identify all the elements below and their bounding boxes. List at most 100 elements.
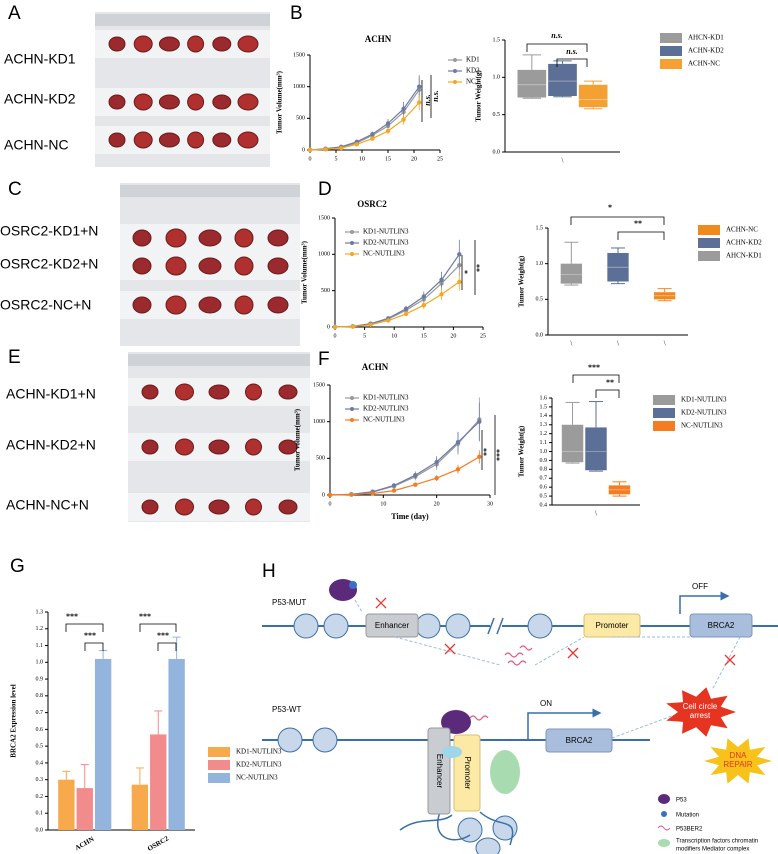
repair-star — [704, 738, 772, 784]
legend-label: ACHN-NC — [688, 60, 720, 68]
significance: * — [463, 270, 472, 274]
tumor — [133, 35, 153, 53]
y-tick-label: 500 — [296, 116, 305, 122]
tumor — [237, 131, 259, 149]
tumor — [175, 383, 194, 401]
box — [585, 427, 607, 471]
x-tick-label: 30 — [487, 501, 493, 507]
arrest-label: arrest — [690, 711, 711, 720]
legend-label: ACHN-NC — [726, 226, 758, 234]
y-axis-label: Tumor volume(mm³) — [294, 408, 302, 471]
arrest-star — [666, 687, 736, 737]
y-tick-label: 0.0 — [36, 827, 44, 833]
significance-bracket — [595, 389, 620, 398]
legend-label: ACHN-KD2 — [726, 239, 762, 247]
legend-swatch — [208, 747, 230, 757]
photos — [95, 12, 310, 522]
promoter-label: Promoter — [596, 621, 629, 630]
bar — [94, 658, 112, 830]
series-line — [329, 421, 480, 496]
data-point — [368, 322, 373, 328]
box — [517, 69, 547, 98]
tumor — [133, 131, 153, 149]
sample-label: OSRC2-KD2+N — [0, 256, 98, 272]
chart: D OSRC2 0 500 1000 1500 Tumor Volume(mm³) 0 5 10 1… — [301, 179, 486, 339]
chart: G 0.0 0.1 0.2 0.3 0.4 0.5 0.6 0.7 0.8 0.9 1.0 1.1 1.2… — [10, 556, 282, 853]
series-line — [309, 86, 420, 151]
legend-swatch — [698, 238, 720, 248]
tumor — [245, 438, 262, 456]
tumor — [158, 36, 180, 52]
legend-label: AHCN-KD1 — [688, 34, 724, 42]
tumor — [208, 499, 230, 515]
legend-icon — [658, 794, 670, 804]
data-point — [455, 440, 461, 445]
dna-break — [487, 617, 504, 635]
significance-bracket — [157, 642, 177, 651]
data-point — [401, 117, 406, 122]
series-line — [334, 281, 460, 328]
tumor — [234, 295, 254, 315]
x-tick-label: 10 — [391, 333, 397, 339]
legend-icon — [657, 825, 671, 831]
legend-swatch — [653, 395, 675, 405]
y-tick-label: 1.2 — [540, 431, 548, 437]
series-line — [309, 102, 420, 151]
tumor — [267, 229, 289, 247]
legend-label: NC-NUTLIN3 — [236, 774, 278, 782]
legend-swatch — [660, 46, 682, 56]
ruler — [120, 185, 300, 197]
legend-label: ACHN-KD2 — [688, 47, 724, 55]
data-point — [386, 318, 391, 323]
chart: 0.0 0.5 1.0 1.5 Tumor Weight(g) \ AHCN-KD1 ACHN… — [475, 31, 725, 165]
x-tick-label: OSRC2 — [146, 834, 170, 853]
box — [578, 84, 608, 108]
legend-label: NC-NUTLIN3 — [681, 422, 723, 430]
brca2-box — [689, 613, 753, 638]
chart: 0.0 0.5 1.0 1.5 Tumor Weight(g) \ \ \ ACHN-NC ACH… — [518, 203, 763, 348]
legend-label: KD2-NUTLIN3 — [681, 409, 727, 417]
nucleosomes — [277, 727, 518, 854]
significance-bracket — [572, 374, 620, 383]
legend-swatch — [660, 33, 682, 43]
y-tick-label: 0.6 — [540, 485, 548, 491]
significance: ** — [475, 264, 484, 272]
x-tick-label: 10 — [359, 156, 365, 162]
tumor — [175, 438, 194, 456]
y-axis-label: BRCA2 Expression level — [10, 684, 18, 757]
significance: n.s. — [423, 94, 432, 106]
legend-swatch — [698, 225, 720, 235]
significance: n.s. — [431, 90, 440, 102]
sample-label: ACHN-KD1+N — [6, 386, 96, 402]
sample-label: ACHN-KD1 — [4, 51, 76, 67]
y-tick-label: 1500 — [293, 52, 305, 58]
tumor — [141, 384, 159, 400]
data-point — [403, 311, 409, 317]
y-tick-label: 0 — [322, 492, 325, 498]
x-tick-label: 5 — [363, 333, 366, 339]
legend-label: KD2-NUTLIN3 — [236, 761, 282, 769]
chart: F ACHN 0 500 1000 1500 Tumor volume(mm³) 0 10 20 3… — [294, 349, 504, 521]
significance: *** — [139, 612, 151, 621]
legend-swatch — [660, 59, 682, 69]
data-point — [323, 147, 328, 152]
tumor — [208, 439, 230, 455]
x-tick-label: \ — [617, 340, 619, 348]
box — [548, 63, 577, 96]
x-tick-label: \ — [570, 340, 572, 348]
box — [560, 263, 582, 284]
significance-bracket — [84, 642, 104, 651]
tumor — [165, 295, 187, 315]
data-point — [455, 467, 461, 472]
y-tick-label: 1.6 — [540, 395, 548, 401]
x-tick-label: ACHN — [74, 835, 96, 852]
legend-swatch — [208, 760, 230, 770]
significance: ** — [634, 219, 642, 228]
x-tick-label: 25 — [480, 333, 486, 339]
legend-label: Mutation — [676, 813, 699, 819]
bar — [131, 784, 149, 830]
chart: B ACHN 0 500 1000 1500 Tumor Volume(mm³) 0 5 10 15… — [276, 3, 481, 162]
tumor — [212, 36, 232, 52]
data-point — [439, 277, 444, 282]
data-point — [385, 121, 391, 126]
